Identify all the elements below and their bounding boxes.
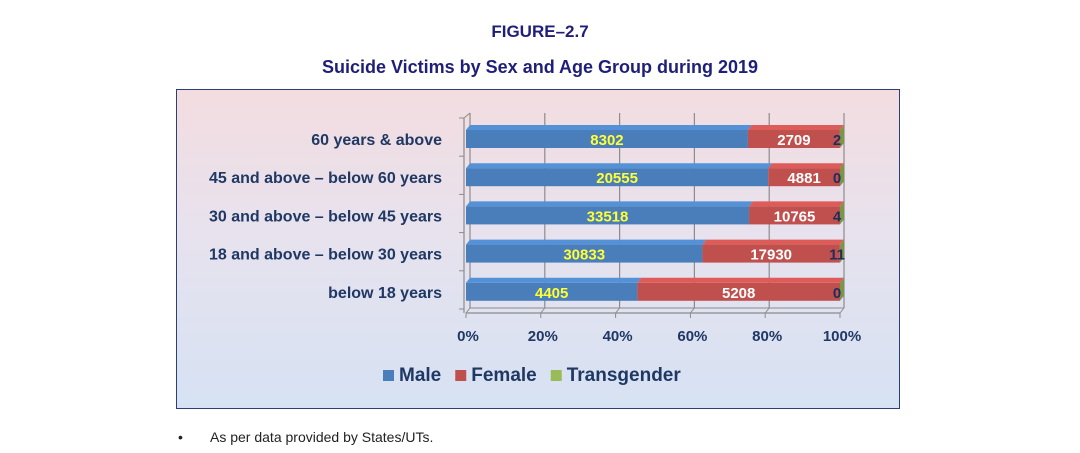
bar-segment-male — [466, 244, 703, 263]
bar-segment-male — [466, 130, 748, 148]
bar-segment-female — [637, 282, 840, 301]
category-label: below 18 years — [328, 285, 442, 302]
legend-swatch-transgender — [550, 370, 562, 381]
legend-swatch-female — [455, 370, 467, 381]
x-tick-label: 40% — [603, 328, 633, 345]
data-label-transgender: 4 — [833, 208, 842, 225]
bar-segment-female — [702, 244, 840, 263]
data-label-transgender: 0 — [833, 285, 841, 302]
gridline-floor — [764, 307, 770, 314]
gridline-floor — [465, 307, 471, 314]
data-label-female: 17930 — [750, 247, 792, 264]
gridline-floor — [839, 307, 845, 314]
data-label-transgender: 2 — [833, 132, 841, 149]
data-label-male: 20555 — [596, 170, 638, 187]
data-label-female: 2709 — [777, 132, 810, 149]
bar-top-transgender — [839, 239, 844, 245]
category-label: 30 and above – below 45 years — [209, 208, 442, 225]
bar-end-face — [840, 163, 844, 187]
data-label-transgender: 11 — [829, 247, 845, 264]
bar-end-face — [840, 239, 844, 263]
bar-top-female — [747, 125, 844, 130]
bar-top-male — [466, 277, 642, 283]
data-label-male: 33518 — [587, 208, 629, 225]
category-label: 45 and above – below 60 years — [209, 170, 442, 187]
footnote-text: As per data provided by States/UTs. — [210, 429, 434, 445]
data-label-male: 8302 — [590, 132, 623, 149]
x-tick-label: 0% — [457, 328, 479, 345]
bar-segment-female — [768, 168, 840, 187]
bar-top-male — [466, 201, 754, 207]
bar-top-male — [466, 125, 752, 130]
bar-segment-male — [466, 168, 769, 187]
data-label-male: 30833 — [563, 247, 605, 264]
bar-end-face — [840, 125, 844, 148]
bar-top-transgender — [839, 201, 844, 207]
data-label-female: 5208 — [722, 285, 755, 302]
bar-top-female — [702, 239, 844, 245]
footnote-bullet: • — [178, 429, 183, 445]
data-label-male: 4405 — [535, 285, 568, 302]
y-axis-top — [463, 112, 471, 119]
gridline-floor — [690, 307, 695, 314]
x-tick-label: 100% — [823, 328, 861, 345]
bar-segment-female — [747, 130, 840, 148]
figure-label: FIGURE–2.7 — [491, 22, 589, 41]
category-label: 18 and above – below 30 years — [209, 247, 442, 264]
bar-segment-male — [466, 282, 638, 301]
stacked-bar-chart: 0% 20% 40% 60% 80% 100% 60 years & above 8302 27… — [209, 112, 861, 386]
data-label-female: 4881 — [787, 170, 820, 187]
x-tick-label: 60% — [677, 328, 707, 345]
legend-label-male: Male — [399, 365, 441, 386]
bar-end-face — [840, 201, 844, 225]
legend-label-transgender: Transgender — [567, 365, 682, 386]
bar-top-female — [768, 163, 844, 169]
legend-label-female: Female — [471, 365, 536, 386]
bar-top-female — [637, 277, 844, 283]
bar-top-male — [466, 239, 707, 245]
bar-top-transgender — [839, 125, 844, 130]
gridline-floor — [540, 307, 546, 314]
category-label: 60 years & above — [311, 132, 442, 149]
data-label-transgender: 0 — [833, 170, 841, 187]
legend-swatch-male — [383, 370, 394, 381]
bar-end-face — [840, 277, 844, 301]
x-tick-label: 20% — [528, 328, 558, 345]
x-tick-label: 80% — [752, 328, 782, 345]
data-label-female: 10765 — [774, 208, 816, 225]
bar-segment-female — [749, 206, 840, 225]
bar-segment-male — [466, 206, 750, 225]
chart-panel: 0% 20% 40% 60% 80% 100% 60 years & above 8302 27… — [176, 89, 900, 409]
bar-top-male — [466, 163, 773, 169]
chart-title: Suicide Victims by Sex and Age Group dur… — [321, 57, 759, 77]
gridline-floor — [615, 307, 620, 314]
bar-top-female — [749, 201, 844, 207]
